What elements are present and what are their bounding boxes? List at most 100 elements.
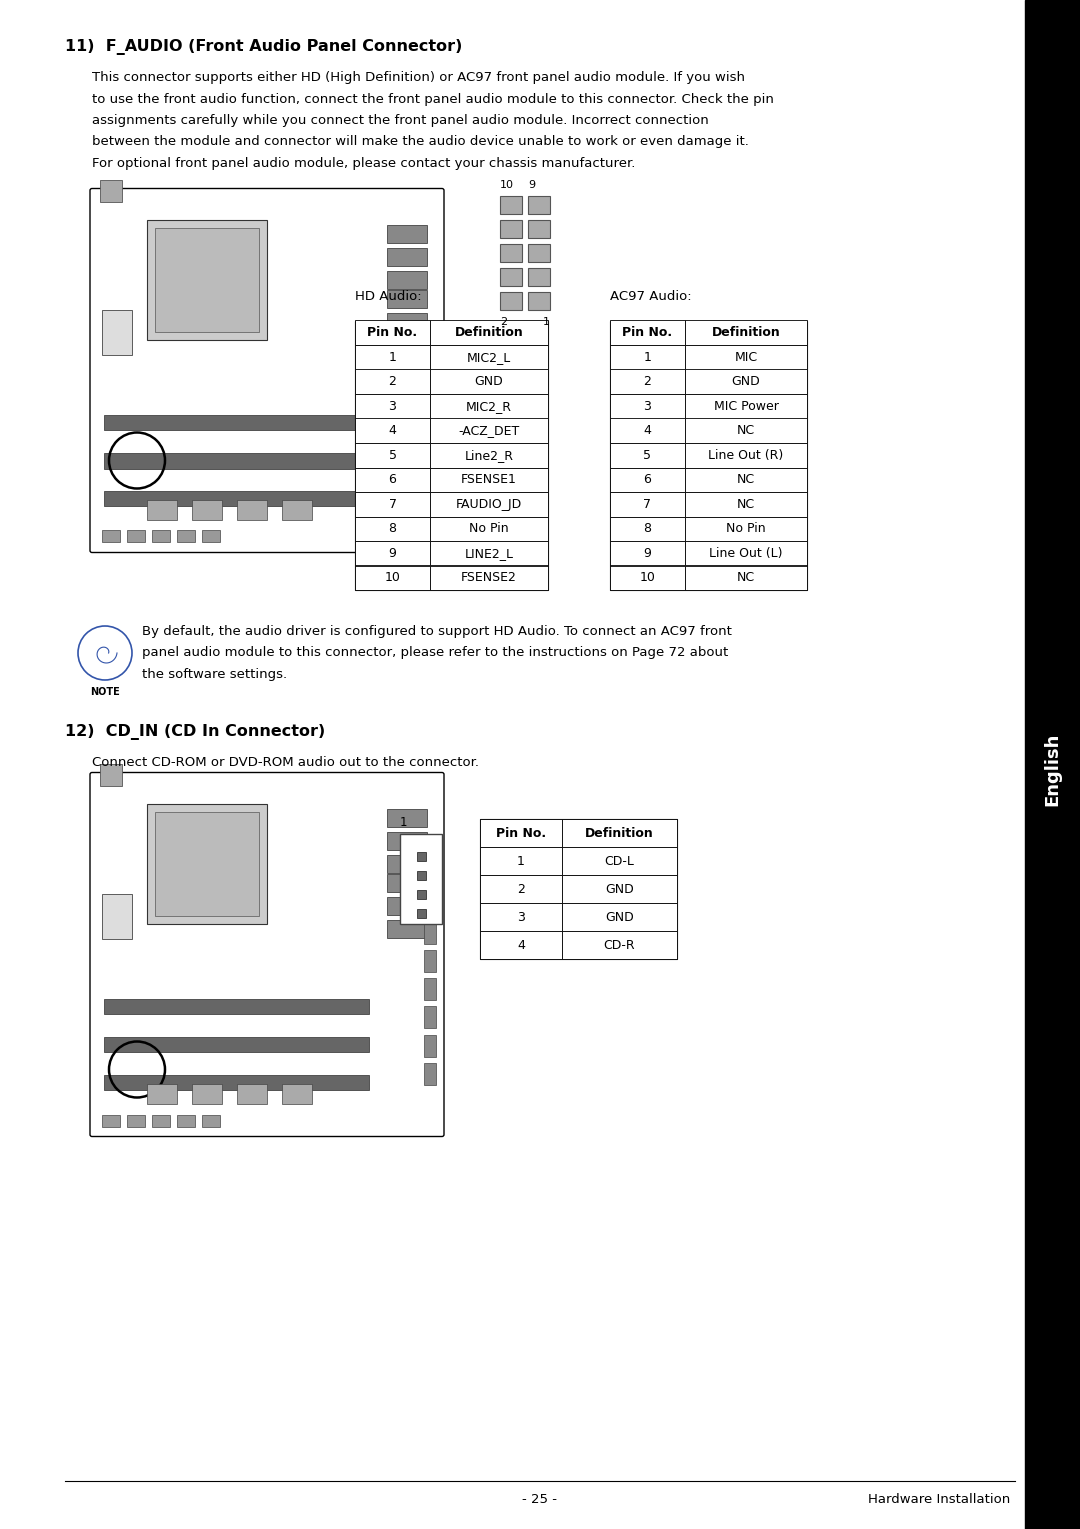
Bar bbox=[355, 517, 430, 541]
Text: 6: 6 bbox=[389, 474, 396, 486]
Bar bbox=[387, 249, 427, 266]
Bar bbox=[147, 1084, 177, 1104]
Text: 10: 10 bbox=[639, 572, 656, 584]
Bar bbox=[127, 1115, 145, 1127]
Text: MIC2_R: MIC2_R bbox=[465, 399, 512, 413]
Text: NOTE: NOTE bbox=[90, 687, 120, 697]
Bar bbox=[424, 367, 436, 388]
Bar bbox=[237, 500, 267, 520]
Bar bbox=[355, 566, 430, 590]
Text: 2: 2 bbox=[389, 375, 396, 388]
FancyBboxPatch shape bbox=[90, 772, 444, 1136]
Bar bbox=[387, 291, 427, 309]
Text: FSENSE1: FSENSE1 bbox=[461, 474, 517, 486]
Bar bbox=[685, 321, 807, 346]
Bar bbox=[104, 1038, 369, 1052]
Bar bbox=[192, 500, 222, 520]
Text: FAUDIO_JD: FAUDIO_JD bbox=[456, 498, 522, 511]
Text: 10: 10 bbox=[500, 180, 514, 191]
Text: 3: 3 bbox=[389, 399, 396, 413]
Bar bbox=[610, 566, 685, 590]
Bar bbox=[430, 468, 548, 492]
Text: NC: NC bbox=[737, 498, 755, 511]
Bar bbox=[562, 820, 677, 847]
Bar bbox=[355, 370, 430, 394]
Bar bbox=[424, 1063, 436, 1084]
Bar bbox=[528, 243, 550, 261]
Bar bbox=[500, 292, 522, 309]
Bar bbox=[102, 531, 120, 543]
Bar bbox=[152, 1115, 170, 1127]
Text: English: English bbox=[1043, 732, 1062, 806]
Bar bbox=[202, 1115, 220, 1127]
Bar bbox=[417, 853, 426, 861]
Text: to use the front audio function, connect the front panel audio module to this co: to use the front audio function, connect… bbox=[92, 92, 774, 106]
Text: -ACZ_DET: -ACZ_DET bbox=[458, 424, 519, 437]
Bar bbox=[387, 336, 427, 355]
Bar bbox=[610, 517, 685, 541]
Bar bbox=[500, 196, 522, 214]
Text: 9: 9 bbox=[389, 547, 396, 560]
Bar bbox=[355, 321, 430, 346]
Bar bbox=[562, 876, 677, 904]
Text: 4: 4 bbox=[644, 424, 651, 437]
Bar bbox=[430, 566, 548, 590]
Bar bbox=[500, 243, 522, 261]
Text: assignments carefully while you connect the front panel audio module. Incorrect : assignments carefully while you connect … bbox=[92, 115, 708, 127]
Text: Line Out (L): Line Out (L) bbox=[710, 547, 783, 560]
Text: No Pin: No Pin bbox=[469, 523, 509, 535]
Text: Pin No.: Pin No. bbox=[622, 326, 673, 339]
Text: NC: NC bbox=[737, 572, 755, 584]
Bar bbox=[528, 292, 550, 309]
Text: Pin No.: Pin No. bbox=[496, 827, 546, 839]
Text: 1: 1 bbox=[644, 350, 651, 364]
Bar bbox=[430, 346, 548, 370]
Text: MIC Power: MIC Power bbox=[714, 399, 779, 413]
Bar bbox=[685, 443, 807, 468]
Text: 8: 8 bbox=[389, 523, 396, 535]
Bar bbox=[430, 370, 548, 394]
Text: Hardware Installation: Hardware Installation bbox=[867, 1492, 1010, 1506]
Bar bbox=[610, 443, 685, 468]
Bar bbox=[480, 904, 562, 931]
Bar bbox=[417, 910, 426, 919]
Bar bbox=[100, 180, 122, 202]
Bar bbox=[127, 531, 145, 543]
Text: 6: 6 bbox=[644, 474, 651, 486]
Bar bbox=[610, 321, 685, 346]
Bar bbox=[430, 492, 548, 517]
Bar bbox=[685, 492, 807, 517]
Text: 1: 1 bbox=[400, 816, 407, 830]
Bar bbox=[610, 492, 685, 517]
Bar bbox=[610, 321, 807, 590]
Text: 12)  CD_IN (CD In Connector): 12) CD_IN (CD In Connector) bbox=[65, 725, 325, 740]
Bar bbox=[102, 1115, 120, 1127]
Text: 9: 9 bbox=[528, 180, 535, 191]
Text: Line Out (R): Line Out (R) bbox=[708, 448, 784, 462]
Text: NC: NC bbox=[737, 474, 755, 486]
Text: NC: NC bbox=[737, 424, 755, 437]
Bar bbox=[685, 541, 807, 566]
Bar bbox=[387, 920, 427, 939]
Text: 4: 4 bbox=[517, 939, 525, 953]
Bar bbox=[500, 268, 522, 286]
Bar bbox=[102, 894, 132, 939]
Bar bbox=[355, 492, 430, 517]
Text: 7: 7 bbox=[644, 498, 651, 511]
Bar bbox=[104, 454, 369, 468]
Bar bbox=[430, 541, 548, 566]
Bar bbox=[417, 872, 426, 881]
Text: 10: 10 bbox=[384, 572, 401, 584]
Bar bbox=[400, 835, 442, 925]
Text: AC97 Audio:: AC97 Audio: bbox=[610, 289, 691, 303]
Bar bbox=[480, 820, 562, 847]
Bar bbox=[387, 272, 427, 289]
Bar bbox=[500, 220, 522, 237]
Bar bbox=[355, 394, 430, 419]
Bar bbox=[424, 979, 436, 1000]
Bar bbox=[282, 1084, 312, 1104]
Bar bbox=[685, 370, 807, 394]
Bar bbox=[417, 890, 426, 899]
Bar bbox=[480, 876, 562, 904]
Bar bbox=[610, 346, 685, 370]
